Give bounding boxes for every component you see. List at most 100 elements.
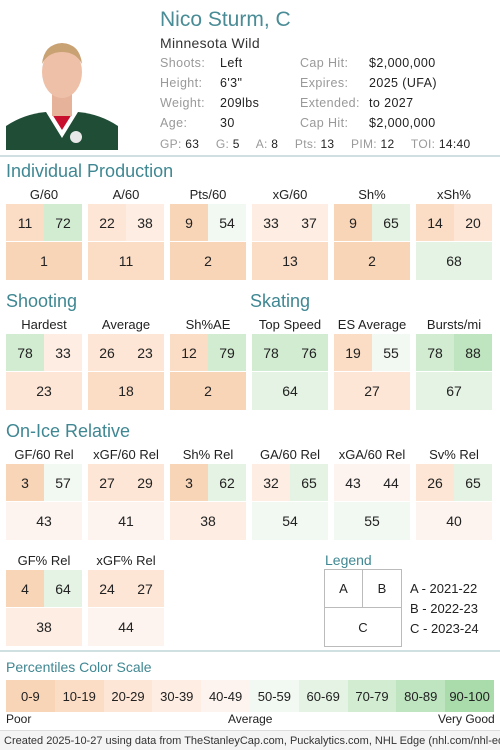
metric-label: ES Average bbox=[337, 317, 407, 332]
value-2022-23: 65 bbox=[290, 464, 328, 501]
metric-xgf60rel: xGF/60 Rel 27 29 41 bbox=[88, 447, 164, 540]
section-on-ice-relative: On-Ice Relative bbox=[6, 421, 131, 441]
info-value: 30 bbox=[220, 116, 235, 130]
value-2022-23: 79 bbox=[208, 334, 246, 371]
value-2022-23: 55 bbox=[372, 334, 410, 371]
stat-value: 5 bbox=[232, 137, 240, 151]
metric-gfpctrel: GF% Rel 4 64 38 bbox=[6, 553, 82, 646]
info-label: Height: bbox=[160, 76, 203, 90]
info-value: 6'3" bbox=[220, 76, 243, 90]
value-2022-23: 57 bbox=[44, 464, 82, 501]
value-2021-22: 3 bbox=[6, 464, 44, 501]
player-headshot bbox=[6, 34, 118, 150]
legend-line-b: B - 2022-23 bbox=[410, 601, 478, 616]
value-2023-24: 11 bbox=[88, 242, 164, 280]
info-label: Shoots: bbox=[160, 56, 206, 70]
info-value: 2025 (UFA) bbox=[369, 76, 437, 90]
weight-row: Weight: 209lbs bbox=[160, 96, 259, 110]
color-scale-title: Percentiles Color Scale bbox=[6, 659, 152, 675]
value-2023-24: 38 bbox=[170, 502, 246, 540]
metric-label: Sh% bbox=[358, 187, 386, 202]
value-2023-24: 2 bbox=[170, 242, 246, 280]
value-2022-23: 33 bbox=[44, 334, 82, 371]
metric-label: xG/60 bbox=[272, 187, 308, 202]
value-2023-24: 44 bbox=[88, 608, 164, 646]
scale-cell: 40-49 bbox=[201, 680, 250, 712]
scale-cell: 0-9 bbox=[6, 680, 55, 712]
value-2021-22: 24 bbox=[88, 570, 126, 607]
metric-label: Average bbox=[101, 317, 151, 332]
info-value: $2,000,000 bbox=[369, 116, 436, 130]
value-2022-23: 64 bbox=[44, 570, 82, 607]
value-2021-22: 26 bbox=[416, 464, 454, 501]
info-label: Age: bbox=[160, 116, 188, 130]
footer-credit: Created 2025-10-27 using data from TheSt… bbox=[0, 730, 500, 750]
metric-label: xGF/60 Rel bbox=[93, 447, 159, 462]
value-2022-23: 23 bbox=[126, 334, 164, 371]
metric-label: Hardest bbox=[21, 317, 67, 332]
metric-ga60rel: GA/60 Rel 32 65 54 bbox=[252, 447, 328, 540]
value-2023-24: 40 bbox=[416, 502, 492, 540]
stat-label: Pts: bbox=[294, 137, 317, 151]
metric-label: G/60 bbox=[29, 187, 59, 202]
metric-xshpct: xSh% 14 20 68 bbox=[416, 187, 492, 280]
metric-shrel: Sh% Rel 3 62 38 bbox=[170, 447, 246, 540]
value-2022-23: 65 bbox=[372, 204, 410, 241]
value-2023-24: 38 bbox=[6, 608, 82, 646]
metric-label: A/60 bbox=[112, 187, 140, 202]
scale-cell: 90-100 bbox=[445, 680, 494, 712]
info-value: Left bbox=[220, 56, 243, 70]
value-2023-24: 2 bbox=[170, 372, 246, 410]
info-value: $2,000,000 bbox=[369, 56, 436, 70]
value-2023-24: 68 bbox=[416, 242, 492, 280]
metric-label: xGA/60 Rel bbox=[338, 447, 406, 462]
metric-shpct: Sh% 9 65 2 bbox=[334, 187, 410, 280]
legend-box: A B C bbox=[324, 569, 402, 647]
value-2023-24: 2 bbox=[334, 242, 410, 280]
age-row: Age: 30 bbox=[160, 116, 234, 130]
value-2023-24: 55 bbox=[334, 502, 410, 540]
metric-bursts: Bursts/mi 78 88 67 bbox=[416, 317, 492, 410]
legend-cell-c: C bbox=[358, 619, 368, 635]
value-2023-24: 1 bbox=[6, 242, 82, 280]
metric-average: Average 26 23 18 bbox=[88, 317, 164, 410]
scale-label-poor: Poor bbox=[6, 712, 32, 726]
cap-hit-row: Cap Hit: $2,000,000 bbox=[300, 56, 435, 70]
stat-value: 63 bbox=[185, 137, 200, 151]
stat-value: 14:40 bbox=[438, 137, 471, 151]
info-value: to 2027 bbox=[369, 96, 414, 110]
value-2021-22: 19 bbox=[334, 334, 372, 371]
value-2022-23: 38 bbox=[126, 204, 164, 241]
shoots-row: Shoots: Left bbox=[160, 56, 242, 70]
scale-cell: 30-39 bbox=[152, 680, 202, 712]
metric-label: Sv% Rel bbox=[429, 447, 479, 462]
metric-gf60rel: GF/60 Rel 3 57 43 bbox=[6, 447, 82, 540]
value-2021-22: 33 bbox=[252, 204, 290, 241]
value-2023-24: 64 bbox=[252, 372, 328, 410]
info-label: Expires: bbox=[300, 76, 349, 90]
scale-cell: 50-59 bbox=[249, 680, 299, 712]
scale-label-average: Average bbox=[228, 712, 273, 726]
value-2022-23: 72 bbox=[44, 204, 82, 241]
value-2022-23: 44 bbox=[372, 464, 410, 501]
value-2021-22: 22 bbox=[88, 204, 126, 241]
stat-label: G: bbox=[215, 137, 230, 151]
value-2022-23: 88 bbox=[454, 334, 492, 371]
legend-line-a: A - 2021-22 bbox=[410, 581, 478, 596]
scale-cell: 70-79 bbox=[347, 680, 397, 712]
legend-line-c: C - 2023-24 bbox=[410, 621, 479, 636]
legend-title: Legend bbox=[325, 552, 372, 568]
metric-xg60: xG/60 33 37 13 bbox=[252, 187, 328, 280]
legend-cell-b: B bbox=[363, 570, 401, 608]
legend-cell-a: A bbox=[325, 570, 363, 608]
value-2022-23: 54 bbox=[208, 204, 246, 241]
value-2022-23: 27 bbox=[126, 570, 164, 607]
value-2021-22: 11 bbox=[6, 204, 44, 241]
metric-label: GA/60 Rel bbox=[260, 447, 320, 462]
scale-cell: 80-89 bbox=[396, 680, 446, 712]
stat-value: 8 bbox=[271, 137, 279, 151]
player-name: Nico Sturm, C bbox=[160, 8, 291, 31]
value-2021-22: 9 bbox=[170, 204, 208, 241]
metric-label: xGF% Rel bbox=[96, 553, 156, 568]
value-2022-23: 29 bbox=[126, 464, 164, 501]
